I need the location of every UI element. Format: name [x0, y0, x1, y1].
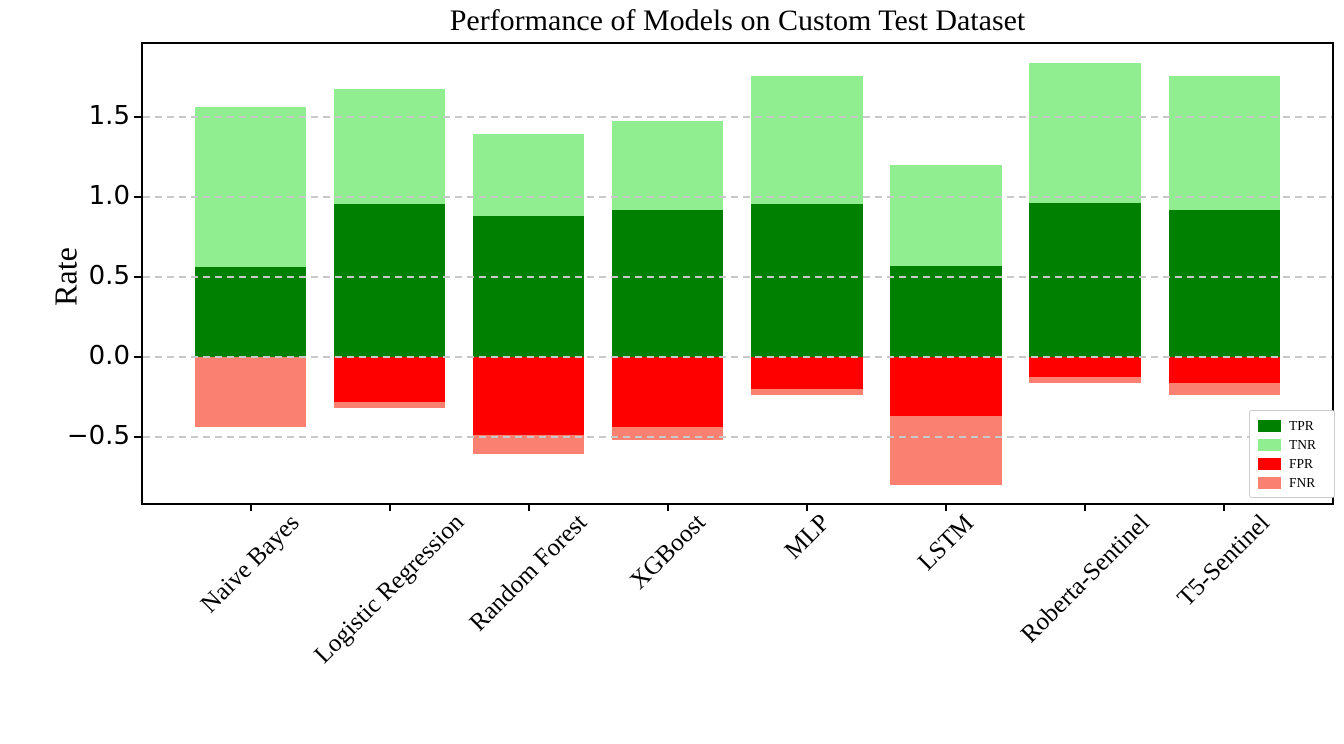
legend-item-tpr: TPR — [1258, 418, 1326, 433]
gridline-y-1.5 — [143, 116, 1332, 119]
bar-segment-fnr-lstm — [890, 416, 1002, 485]
bar-segment-fnr-random-forest — [473, 435, 585, 454]
bar-segment-tnr-roberta-sentinel — [1029, 63, 1141, 203]
legend-patch-fpr — [1258, 457, 1281, 470]
x-tick-mark — [249, 505, 252, 511]
gridline-y-0.0 — [143, 356, 1332, 358]
y-tick-label: 0.5 — [88, 261, 130, 292]
bar-segment-fpr-lstm — [890, 357, 1002, 417]
legend: TPR TNR FPR FNR — [1249, 410, 1335, 498]
bar-segment-fnr-logistic-regression — [334, 401, 446, 409]
legend-patch-tpr — [1258, 419, 1281, 432]
legend-item-tnr: TNR — [1258, 437, 1326, 452]
x-tick-label-roberta-sentinel: Roberta-Sentinel — [1015, 508, 1155, 648]
x-tick-label-logistic-regression: Logistic Regression — [309, 509, 470, 670]
bar-segment-fpr-xgboost — [612, 357, 724, 428]
gridline-y-−0.5 — [143, 435, 1332, 438]
bar-segment-tnr-naive-bayes — [195, 106, 307, 267]
bar-segment-fpr-t5-sentinel — [1168, 357, 1280, 383]
bar-segment-fnr-naive-bayes — [195, 357, 307, 427]
y-tick-mark — [134, 276, 141, 279]
bar-segment-tnr-lstm — [890, 165, 1002, 266]
bar-segment-tpr-random-forest — [473, 215, 585, 357]
y-tick-label: −0.5 — [66, 420, 130, 451]
bar-segment-tnr-t5-sentinel — [1168, 75, 1280, 210]
bar-segment-fnr-t5-sentinel — [1168, 382, 1280, 396]
x-tick-label-t5-sentinel: T5-Sentinel — [1172, 509, 1276, 612]
bar-segment-tpr-naive-bayes — [195, 266, 307, 357]
bar-segment-tpr-roberta-sentinel — [1029, 202, 1141, 357]
legend-label-fnr: FNR — [1289, 474, 1316, 490]
legend-item-fpr: FPR — [1258, 456, 1326, 471]
x-tick-mark — [527, 505, 530, 511]
bar-segment-tpr-xgboost — [612, 210, 724, 357]
x-tick-label-mlp: MLP — [779, 508, 835, 565]
bar-segment-tnr-logistic-regression — [334, 88, 446, 204]
x-tick-mark — [666, 505, 669, 511]
gridline-y-1.0 — [143, 196, 1332, 199]
x-tick-mark — [1084, 505, 1086, 511]
x-tick-mark — [388, 505, 391, 511]
y-tick-mark — [134, 435, 141, 438]
y-tick-mark — [134, 356, 141, 358]
bar-segment-tpr-t5-sentinel — [1168, 210, 1280, 357]
legend-patch-fnr — [1258, 476, 1281, 489]
x-tick-mark — [1223, 505, 1226, 511]
x-tick-label-lstm: LSTM — [912, 509, 979, 576]
legend-label-tpr: TPR — [1289, 417, 1314, 433]
x-tick-mark — [945, 505, 947, 511]
y-tick-label: 1.0 — [88, 181, 130, 212]
chart-title: Performance of Models on Custom Test Dat… — [449, 4, 1026, 37]
bar-segment-fpr-roberta-sentinel — [1029, 357, 1141, 377]
bar-segment-tpr-logistic-regression — [334, 203, 446, 357]
bar-segment-fnr-mlp — [751, 389, 863, 396]
bar-segment-tnr-random-forest — [473, 134, 585, 216]
x-tick-label-naive-bayes: Naive Bayes — [196, 509, 305, 619]
x-tick-label-xgboost: XGBoost — [624, 508, 711, 595]
legend-patch-tnr — [1258, 438, 1281, 451]
x-tick-label-random-forest: Random Forest — [464, 508, 593, 637]
x-tick-mark — [806, 505, 808, 511]
bar-segment-fpr-logistic-regression — [334, 357, 446, 402]
bar-segment-fnr-roberta-sentinel — [1029, 377, 1141, 383]
legend-label-tnr: TNR — [1289, 436, 1316, 452]
y-tick-label: 1.5 — [88, 101, 130, 132]
legend-item-fnr: FNR — [1258, 475, 1326, 490]
bar-segment-fpr-mlp — [751, 357, 863, 389]
y-tick-label: 0.0 — [88, 341, 130, 371]
legend-label-fpr: FPR — [1289, 455, 1314, 471]
bar-segment-tpr-mlp — [751, 203, 863, 357]
bar-segment-tpr-lstm — [890, 265, 1002, 357]
bar-segment-tnr-xgboost — [612, 120, 724, 210]
bar-segment-fpr-random-forest — [473, 357, 585, 436]
gridline-y-0.5 — [143, 276, 1332, 279]
y-tick-mark — [134, 116, 141, 119]
bar-segment-fnr-xgboost — [612, 427, 724, 441]
bar-segment-tnr-mlp — [751, 75, 863, 204]
y-tick-mark — [134, 196, 141, 199]
